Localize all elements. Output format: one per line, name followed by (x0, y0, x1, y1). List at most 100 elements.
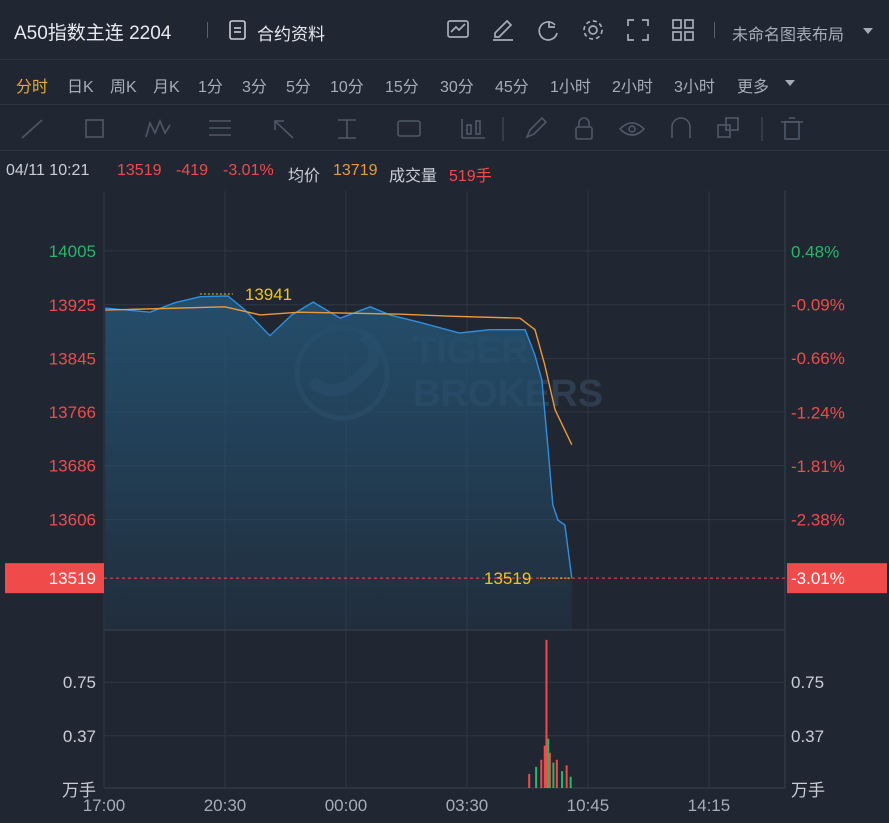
y2-tick-label: -1.24% (791, 404, 845, 423)
refresh-icon[interactable] (538, 21, 558, 41)
period-tab[interactable]: 3小时 (674, 79, 715, 96)
volume-bar (565, 765, 568, 788)
rect-tool[interactable] (85, 119, 104, 138)
period-tab[interactable]: 1小时 (550, 79, 591, 96)
info-avg-label: 均价 (288, 168, 321, 185)
settings-icon[interactable] (583, 20, 603, 40)
period-tab[interactable]: 2小时 (612, 79, 653, 96)
volume-unit: 万手 (62, 781, 96, 800)
contract-info[interactable]: 合约资料 (257, 25, 325, 44)
header-icons (447, 19, 694, 41)
info-bar: 04/11 10:21 13519 -419 -3.01% 均价 13719 成… (0, 151, 889, 191)
x-tick-label: 14:15 (688, 796, 731, 815)
indicator-icon[interactable] (447, 20, 469, 38)
fib-tool[interactable] (209, 120, 231, 136)
period-tab[interactable]: 1分 (198, 79, 223, 96)
arrow-tool[interactable] (274, 120, 294, 139)
x-tick-label: 20:30 (204, 796, 247, 815)
period-tab[interactable]: 3分 (242, 79, 267, 96)
drawing-toolbar (0, 105, 889, 151)
chart: TIGERBROKERS17:0020:3000:0003:3010:4514:… (5, 191, 887, 815)
y2-tick-label: -0.66% (791, 349, 845, 368)
volume-bar (569, 776, 572, 788)
text-tool[interactable] (338, 119, 356, 139)
period-tab[interactable]: 15分 (385, 79, 419, 96)
delete-tool[interactable] (781, 117, 803, 140)
y-tick-label: 13845 (49, 350, 96, 369)
period-tab[interactable]: 30分 (440, 79, 474, 96)
price-area (105, 296, 572, 630)
volume-bar (545, 639, 548, 788)
lock-tool[interactable] (575, 117, 593, 140)
volume-bar (547, 738, 550, 788)
y-tick-label: 14005 (49, 242, 96, 261)
volume-bar (561, 771, 564, 788)
volume-tick-label: 0.75 (63, 673, 96, 692)
info-price: 13519 (117, 162, 162, 179)
eye-tool[interactable] (618, 122, 646, 136)
info-volume: 519手 (449, 168, 492, 185)
last-price-tag-bg (5, 563, 104, 594)
info-avg: 13719 (333, 162, 378, 179)
period-tab[interactable]: 45分 (495, 79, 529, 96)
period-tab[interactable]: 5分 (286, 79, 311, 96)
symbol-title[interactable]: A50指数主连 2204 (14, 23, 172, 44)
separator (207, 22, 208, 38)
layers-tool[interactable] (717, 117, 739, 138)
layout-selector[interactable]: 未命名图表布局 (732, 27, 845, 44)
edit-icon[interactable] (493, 19, 513, 41)
volume-bar (528, 773, 531, 788)
period-tab[interactable]: 月K (153, 79, 180, 96)
magnet-tool[interactable] (671, 117, 691, 138)
volume-tick-label-right: 0.37 (791, 727, 824, 746)
more-arrow[interactable] (784, 78, 796, 88)
x-tick-label: 03:30 (446, 796, 489, 815)
period-tab[interactable]: 更多 (737, 79, 770, 96)
pattern-tool[interactable] (145, 118, 171, 138)
period-tab[interactable]: 分时 (16, 79, 49, 96)
brush-tool[interactable] (525, 116, 548, 139)
y-tick-label: 13925 (49, 296, 96, 315)
line-tool[interactable] (21, 119, 43, 139)
period-tabs: 分时 日K 周K 月K 1分 3分 5分 10分 15分 30分 45分 1小时 2小时 3小时 更多 (0, 60, 889, 105)
last-price-tag: 13519 (49, 569, 96, 588)
price-line (105, 295, 573, 579)
x-tick-label: 10:45 (567, 796, 610, 815)
volume-tick-label: 0.37 (63, 727, 96, 746)
volume-tick-label-right: 0.75 (791, 673, 824, 692)
label-tool[interactable] (397, 120, 421, 137)
drawing-tools (21, 116, 803, 141)
last-pct-tag-bg (787, 563, 887, 594)
y-tick-label: 13686 (49, 457, 96, 476)
volume-bar (552, 762, 555, 788)
volume-bar (543, 745, 546, 788)
info-time: 04/11 10:21 (6, 162, 90, 179)
y2-tick-label: -0.09% (791, 296, 845, 315)
last-pct-tag: -3.01% (791, 569, 845, 588)
y2-tick-label: 0.48% (791, 242, 839, 261)
fullscreen-icon[interactable] (627, 19, 649, 41)
period-tab[interactable]: 10分 (330, 79, 364, 96)
volume-bar (540, 759, 543, 788)
y-tick-label: 13766 (49, 403, 96, 422)
volume-bar (535, 766, 538, 788)
avg-line (105, 306, 573, 446)
period-tab[interactable]: 日K (67, 79, 94, 96)
period-tab[interactable]: 周K (110, 79, 137, 96)
volume-bar (555, 759, 558, 788)
dropdown-arrow[interactable] (862, 26, 874, 36)
x-tick-label: 00:00 (325, 796, 368, 815)
header: A50指数主连 2204 合约资料 未命名图表布局 (0, 0, 889, 60)
layout-icon[interactable] (672, 19, 694, 41)
y2-tick-label: -1.81% (791, 457, 845, 476)
last-annotation: 13519 (484, 569, 531, 588)
info-change: -419 (176, 162, 209, 179)
separator (714, 22, 715, 38)
doc-icon[interactable] (228, 20, 248, 40)
volume-unit-right: 万手 (791, 781, 825, 800)
bars-tool[interactable] (461, 119, 485, 139)
max-annotation: 13941 (245, 285, 292, 304)
volume-bar (548, 752, 551, 788)
y-tick-label: 13606 (49, 511, 96, 530)
